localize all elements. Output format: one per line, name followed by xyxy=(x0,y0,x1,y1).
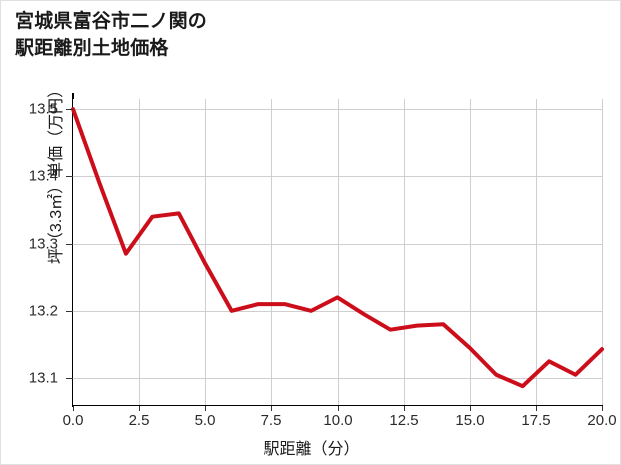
plot-area xyxy=(71,99,604,405)
y-tick-label: 13.2 xyxy=(28,302,58,320)
gridline-x-17.5 xyxy=(536,99,537,405)
y-tick-13.5 xyxy=(66,109,73,110)
y-tick-13.3 xyxy=(66,244,73,245)
x-axis-title: 駅距離（分） xyxy=(263,441,360,458)
gridline-y-13.2 xyxy=(73,311,602,312)
y-axis-title: 坪（3.3㎡）単価（万円） xyxy=(48,81,65,265)
chart-title: 宮城県富谷市二ノ関の 駅距離別土地価格 xyxy=(15,11,208,59)
x-tick-label: 17.5 xyxy=(521,412,551,429)
series-line-chart xyxy=(71,107,604,389)
y-tick-13.4 xyxy=(66,176,73,177)
x-tick-label: 10.0 xyxy=(323,412,353,429)
x-tick-label: 15.0 xyxy=(455,412,485,429)
x-tick-0.0 xyxy=(73,406,74,411)
y-tick-13.1 xyxy=(66,378,73,379)
gridline-x-10.0 xyxy=(338,99,339,405)
y-tick-label: 13.1 xyxy=(28,369,58,387)
series-line-坪単価 xyxy=(71,107,604,389)
y-tick-label: 13.4 xyxy=(28,167,58,185)
gridline-x-15.0 xyxy=(470,99,471,405)
y-tick-label: 13.3 xyxy=(28,235,58,253)
gridline-y-13.4 xyxy=(73,176,602,177)
x-tick-label: 2.5 xyxy=(128,412,150,429)
gridline-x-20.0 xyxy=(602,99,603,405)
x-tick-12.5 xyxy=(404,406,405,411)
x-tick-5.0 xyxy=(205,406,206,411)
gridline-x-2.5 xyxy=(139,99,140,405)
gridline-x-12.5 xyxy=(404,99,405,405)
gridline-y-13.3 xyxy=(73,244,602,245)
x-tick-7.5 xyxy=(271,406,272,411)
gridline-y-13.1 xyxy=(73,378,602,379)
x-tick-label: 12.5 xyxy=(389,412,419,429)
gridline-y-13.5 xyxy=(73,109,602,110)
x-axis-line xyxy=(72,404,603,406)
y-tick-13.2 xyxy=(66,311,73,312)
x-tick-15.0 xyxy=(470,406,471,411)
x-tick-17.5 xyxy=(536,406,537,411)
x-tick-20.0 xyxy=(602,406,603,411)
plot-background xyxy=(73,99,602,405)
gridline-x-5.0 xyxy=(205,99,206,405)
x-tick-label: 0.0 xyxy=(62,412,84,429)
x-tick-label: 5.0 xyxy=(194,412,216,429)
x-tick-label: 7.5 xyxy=(260,412,282,429)
gridline-x-7.5 xyxy=(271,99,272,405)
x-tick-label: 20.0 xyxy=(587,412,617,429)
y-tick-label: 13.5 xyxy=(28,100,58,118)
x-tick-10.0 xyxy=(338,406,339,411)
x-tick-2.5 xyxy=(139,406,140,411)
